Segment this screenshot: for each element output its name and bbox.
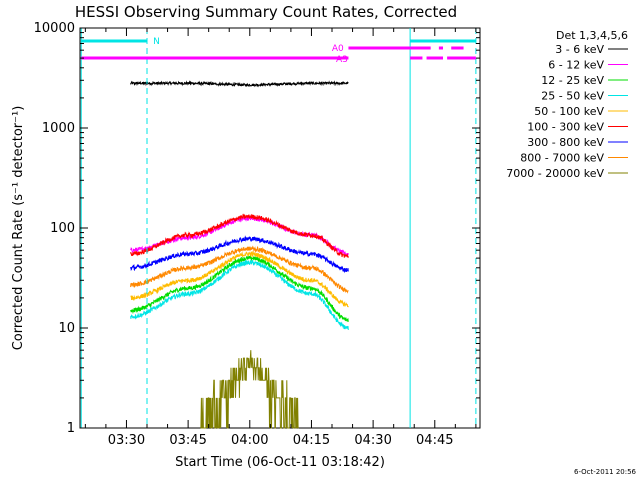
y-axis-label: Corrected Count Rate (s⁻¹ detector⁻¹): [11, 106, 26, 351]
state-label: A0: [332, 44, 344, 54]
legend-label: 12 - 25 keV: [541, 74, 604, 87]
series-line: [130, 213, 349, 258]
tick-layer: 1 10 100 1000 10000 03:30 03:45 04:00 04:15 04:30…: [34, 21, 480, 448]
series-line: [130, 80, 349, 88]
legend-label: 7000 - 20000 keV: [506, 167, 604, 180]
legend-label: 6 - 12 keV: [548, 59, 604, 72]
legend-label: 100 - 300 keV: [527, 121, 604, 134]
x-tick-label: 04:45: [416, 433, 453, 448]
y-tick-label: 100: [50, 221, 75, 236]
x-tick-label: 04:30: [354, 433, 391, 448]
legend-label: 25 - 50 keV: [541, 90, 604, 103]
legend-label: 800 - 7000 keV: [520, 152, 604, 165]
series-line: [130, 259, 349, 330]
y-tick-label: 1000: [42, 121, 75, 136]
legend-label: 50 - 100 keV: [534, 105, 604, 118]
series-line: [130, 254, 349, 323]
legend-label: 300 - 800 keV: [527, 136, 604, 149]
series-line: [130, 250, 349, 308]
series-line: [200, 350, 299, 429]
y-tick-label: 10000: [34, 21, 75, 36]
state-label: N: [153, 37, 160, 47]
y-tick-label: 10: [58, 321, 75, 336]
x-axis-label: Start Time (06-Oct-11 03:18:42): [175, 455, 385, 470]
x-tick-label: 03:30: [108, 433, 145, 448]
x-tick-label: 04:00: [231, 433, 268, 448]
legend-title: Det 1,3,4,5,6: [556, 29, 628, 42]
x-tick-label: 03:45: [169, 433, 206, 448]
series-line: [130, 235, 349, 274]
x-tick-label: 04:15: [293, 433, 330, 448]
state-label: A3: [336, 55, 348, 65]
y-tick-label: 1: [67, 421, 75, 436]
footer-date: 6-Oct-2011 20:56: [574, 468, 637, 476]
legend: 3 - 6 keV 6 - 12 keV 12 - 25 keV 25 - 50 ke…: [506, 43, 628, 180]
legend-label: 3 - 6 keV: [555, 43, 604, 56]
series-line: [130, 245, 349, 294]
chart-title: HESSI Observing Summary Count Rates, Cor…: [75, 3, 457, 21]
